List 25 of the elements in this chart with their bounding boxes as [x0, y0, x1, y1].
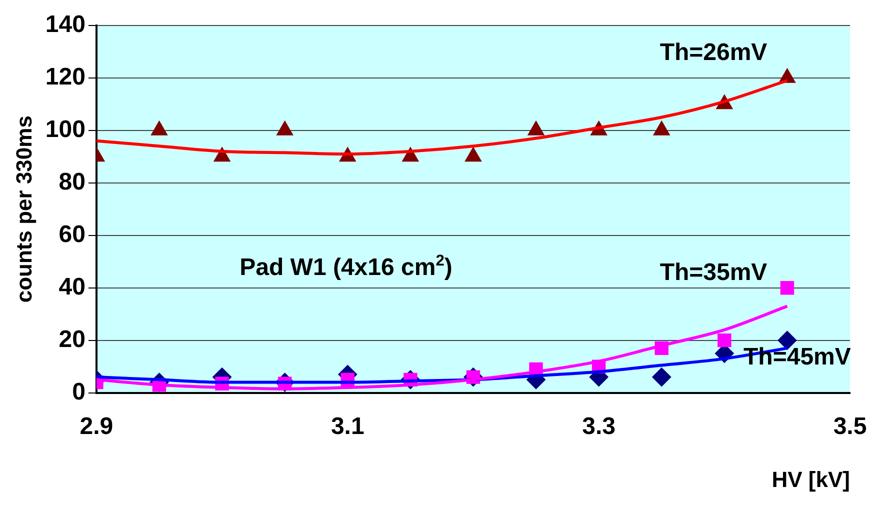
y-tick-label: 80: [58, 168, 86, 196]
x-tick-label: 2.9: [80, 412, 114, 440]
point: [718, 333, 732, 348]
x-axis-title: HV [kV]: [772, 466, 850, 492]
point: [528, 120, 544, 136]
x-tick-label: 3.5: [833, 412, 867, 440]
point: [150, 120, 168, 136]
y-axis-title: counts per 330ms: [11, 116, 36, 303]
point: [276, 120, 294, 136]
y-tick-label: 140: [45, 11, 86, 38]
point: [652, 368, 672, 387]
point: [653, 120, 670, 136]
series-label: Th=26mV: [660, 38, 768, 66]
x-tick-label: 3.3: [582, 412, 616, 440]
series-label: Th=35mV: [660, 258, 768, 286]
point: [464, 147, 482, 162]
y-tick-label: 20: [58, 326, 86, 353]
y-tick-label: 40: [58, 273, 86, 300]
y-tick-label: 120: [45, 64, 86, 91]
y-tick-label: 60: [58, 220, 86, 248]
y-tick-label: 100: [45, 116, 86, 143]
y-tick-label: 0: [72, 378, 86, 406]
point: [780, 280, 794, 295]
series-label: Th=45mV: [744, 343, 851, 370]
x-tick-label: 3.1: [330, 412, 364, 440]
